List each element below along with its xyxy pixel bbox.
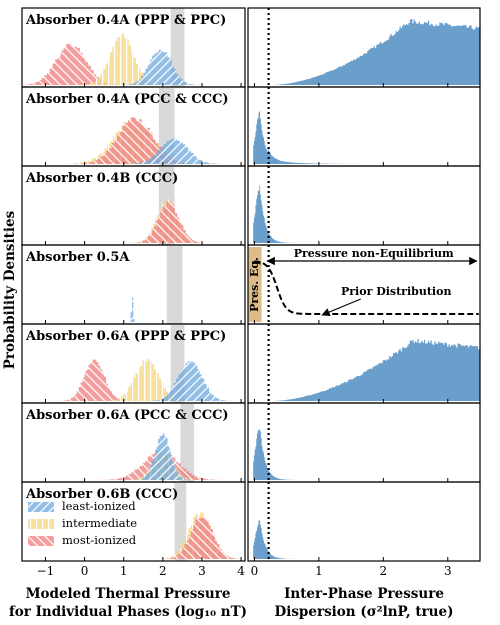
right-x-axis-title-line1: Inter-Phase Pressure — [284, 586, 444, 602]
right-panel-frame — [247, 402, 481, 483]
dispersion-histogram — [270, 18, 481, 86]
left-panel-1: Absorber 0.4A (PPP & PPC) — [11, 7, 246, 88]
left-x-tick-label: 3 — [198, 564, 206, 578]
right-panel-6 — [247, 402, 481, 483]
left-panel-7: Absorber 0.6B (CCC)least-ionized intermed… — [21, 481, 247, 562]
legend-swatch-most — [28, 536, 54, 546]
right-column-panels: Pres. Eq. Pressure non-Equilibrium Prior D… — [247, 7, 481, 578]
left-x-axis-title-line1: Modeled Thermal Pressure — [26, 586, 231, 602]
left-panel-4: Absorber 0.5A — [21, 244, 246, 325]
pressure-equilibrium-band — [248, 247, 262, 322]
axis-labels: Probability Densities Modeled Thermal Pr… — [2, 210, 453, 620]
dispersion-histogram — [253, 428, 358, 480]
phase-histogram-most — [126, 201, 214, 243]
prior-distribution-label: Prior Distribution — [341, 285, 451, 298]
y-axis-title: Probability Densities — [2, 210, 18, 369]
left-panel-5: Absorber 0.6A (PPP & PPC) — [21, 323, 246, 404]
right-panel-4: Pres. Eq. Pressure non-Equilibrium Prior D… — [247, 244, 481, 325]
panel-label: Absorber 0.5A — [25, 250, 130, 265]
dispersion-histogram — [253, 185, 358, 243]
left-x-tick-label: 2 — [159, 564, 167, 578]
phase-histogram-most — [11, 43, 132, 85]
phase-histogram-most — [65, 116, 208, 164]
phase-histogram-inter — [100, 358, 195, 401]
prior-distribution-line — [253, 260, 479, 315]
right-panel-frame — [247, 86, 481, 167]
right-x-axis-title-line2: Dispersion (σ²lnP, true) — [275, 604, 454, 620]
phase-histogram-inter — [74, 33, 169, 85]
phase-histogram-most — [55, 359, 134, 401]
right-panel-frame — [247, 481, 481, 562]
legend-label-most: most-ionized — [62, 533, 137, 547]
reference-band — [180, 403, 195, 482]
dispersion-histogram — [253, 519, 358, 559]
phase-histogram-least — [117, 49, 205, 85]
dispersion-histogram — [253, 111, 358, 164]
legend-label-least: least-ionized — [62, 499, 136, 513]
panel-label: Absorber 0.4A (PCC & CCC) — [25, 92, 229, 107]
right-x-tick-label: 0 — [251, 564, 259, 578]
left-panel-2: Absorber 0.4A (PCC & CCC) — [21, 86, 246, 167]
left-x-axis-title-line2: for Individual Phases (log₁₀ nT) — [9, 604, 247, 620]
phase-histogram-most — [158, 517, 246, 559]
left-x-tick-label: 1 — [120, 564, 128, 578]
right-panel-7 — [247, 481, 481, 562]
legend: least-ionized intermediate most-ionized — [28, 499, 137, 547]
left-x-tick-label: 4 — [237, 564, 245, 578]
right-panel-1 — [247, 7, 481, 88]
reference-band — [166, 245, 183, 324]
right-panel-3 — [247, 165, 481, 246]
reference-band — [170, 8, 185, 87]
left-panel-3: Absorber 0.4B (CCC) — [21, 165, 246, 246]
pressure-equilibrium-label: Pres. Eq. — [248, 257, 261, 312]
panel-label: Absorber 0.6A (PCC & CCC) — [25, 408, 229, 423]
legend-label-inter: intermediate — [62, 516, 137, 530]
panel-label: Absorber 0.4A (PPP & PPC) — [25, 13, 226, 28]
legend-swatch-least — [28, 502, 54, 512]
left-x-tick-label: −1 — [37, 564, 55, 578]
phase-histogram-least — [129, 297, 137, 322]
left-x-tick-label: 0 — [81, 564, 89, 578]
left-panel-frame — [21, 481, 246, 562]
phase-histogram-least — [119, 138, 233, 164]
phase-histogram-least — [131, 433, 195, 480]
dispersion-histogram — [270, 339, 481, 401]
panel-label: Absorber 0.6A (PPP & PPC) — [25, 329, 226, 344]
right-panel-frame — [247, 165, 481, 246]
legend-swatch-inter — [28, 519, 54, 529]
non-equilibrium-label: Pressure non-Equilibrium — [294, 247, 454, 260]
left-panel-6: Absorber 0.6A (PCC & CCC) — [21, 402, 246, 483]
right-x-tick-label: 3 — [444, 564, 452, 578]
prior-distribution-arrow — [321, 298, 362, 316]
reference-band — [174, 482, 187, 561]
right-x-tick-label: 1 — [315, 564, 323, 578]
panel-label: Absorber 0.6B (CCC) — [25, 487, 178, 502]
left-column-panels: Absorber 0.4A (PPP & PPC) Absorber 0.4A (… — [11, 7, 247, 578]
right-x-tick-label: 2 — [380, 564, 388, 578]
right-panel-2 — [247, 86, 481, 167]
phase-histogram-least — [143, 360, 238, 401]
panel-label: Absorber 0.4B (CCC) — [25, 171, 178, 186]
right-panel-5 — [247, 323, 481, 404]
